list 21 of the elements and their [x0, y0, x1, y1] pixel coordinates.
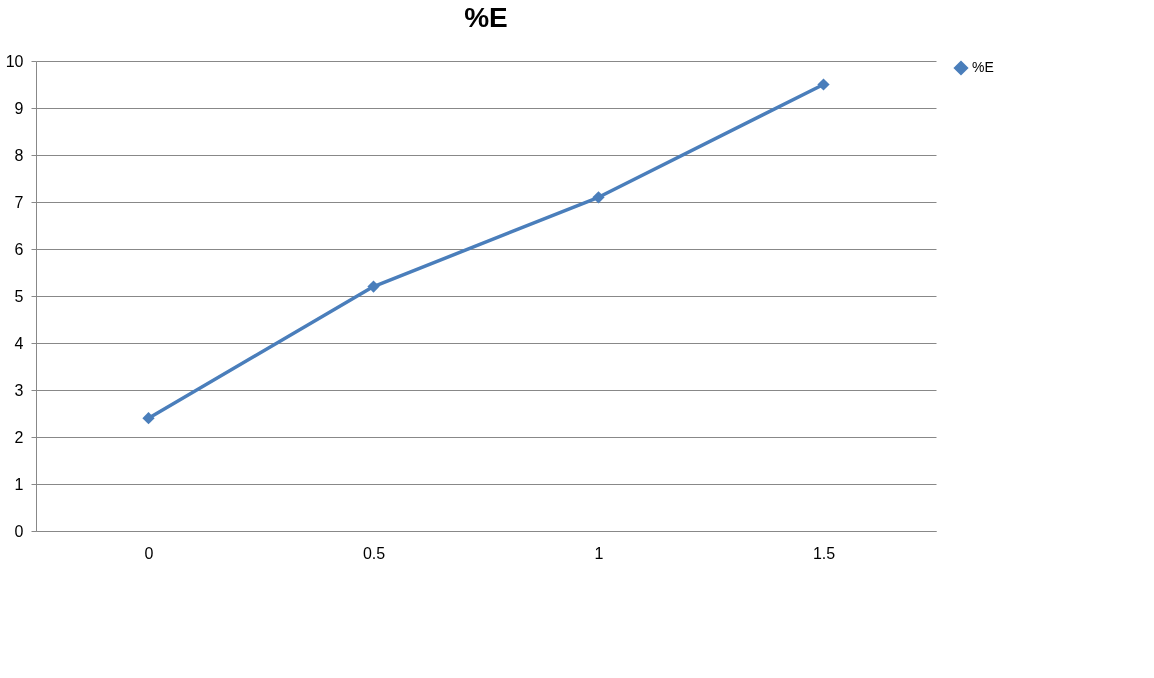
y-tick-label: 8	[14, 146, 24, 164]
x-tick-label: 1	[594, 544, 604, 562]
y-tick-label: 4	[14, 334, 24, 352]
y-tick-label: 0	[14, 522, 24, 540]
point	[367, 280, 380, 293]
chart-title: %E	[464, 2, 508, 33]
x-tick-label: 1.5	[812, 544, 836, 562]
legend-label: %E	[972, 59, 994, 75]
y-tick-label: 5	[14, 287, 24, 305]
y-tick-label: 6	[14, 240, 24, 258]
y-tick-label: 1	[14, 475, 24, 493]
point	[817, 78, 830, 91]
y-tick-label: 10	[5, 52, 24, 70]
y-tick-label: 2	[14, 428, 24, 446]
point	[142, 412, 155, 425]
y-tick-label: 3	[14, 381, 24, 399]
x-tick-label: 0.5	[362, 544, 386, 562]
y-tick-label: 7	[14, 193, 24, 211]
y-tick-label: 9	[14, 99, 24, 117]
point	[592, 191, 605, 204]
x-tick-label: 0	[144, 544, 154, 562]
